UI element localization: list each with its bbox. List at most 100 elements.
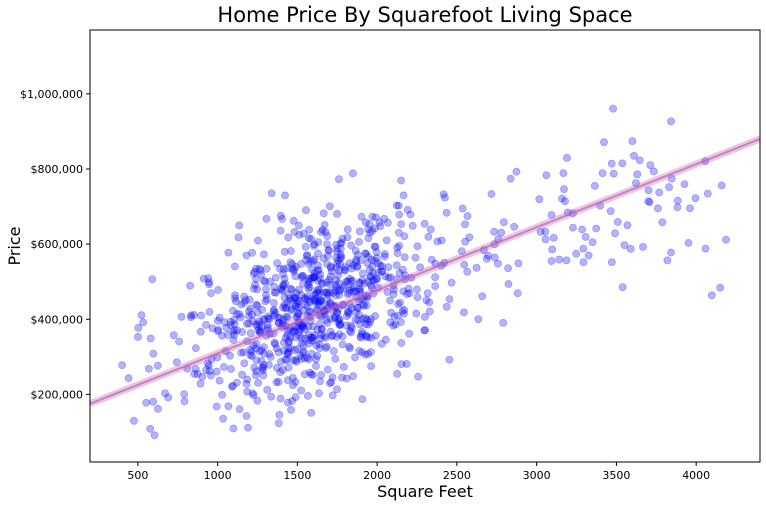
scatter-point (490, 227, 499, 236)
scatter-point (299, 323, 307, 332)
scatter-point (263, 385, 272, 394)
scatter-point (256, 266, 265, 275)
scatter-point (416, 263, 424, 272)
scatter-point (484, 251, 492, 260)
scatter-point (279, 280, 288, 289)
scatter-point (609, 169, 618, 178)
scatter-point (333, 309, 342, 317)
scatter-point (218, 331, 226, 340)
scatter-point (314, 285, 323, 294)
scatter-point (276, 211, 285, 220)
scatter-point (218, 390, 226, 399)
scatter-point (397, 220, 405, 228)
scatter-point (340, 266, 349, 275)
scatter-point (236, 313, 245, 322)
scatter-point (234, 233, 243, 242)
scatter-point (371, 213, 380, 222)
scatter-point (252, 300, 261, 309)
scatter-point (297, 386, 306, 395)
scatter-point (246, 329, 255, 338)
scatter-point (139, 318, 148, 327)
scatter-point (314, 297, 323, 306)
scatter-point (226, 321, 235, 329)
scatter-point (499, 318, 508, 327)
scatter-point (618, 283, 627, 292)
scatter-point (232, 297, 240, 306)
scatter-point (304, 259, 313, 268)
scatter-point (362, 301, 371, 310)
scatter-point (336, 320, 345, 328)
scatter-point (292, 313, 300, 322)
scatter-point (356, 333, 365, 342)
scatter-point (297, 273, 306, 282)
scatter-point (510, 222, 519, 231)
scatter-point (293, 323, 302, 331)
scatter-point (261, 277, 269, 286)
scatter-point (353, 262, 361, 271)
scatter-point (390, 285, 398, 294)
scatter-point (284, 363, 293, 372)
scatter-point (313, 249, 322, 258)
scatter-point (280, 300, 289, 309)
scatter-point (319, 254, 328, 263)
scatter-point (611, 229, 619, 238)
scatter-point (408, 221, 417, 230)
scatter-point (707, 291, 716, 300)
scatter-point (191, 364, 200, 373)
scatter-point (294, 309, 302, 318)
scatter-point (374, 259, 382, 268)
scatter-point (421, 326, 429, 335)
scatter-point (233, 326, 241, 335)
scatter-point (283, 298, 292, 307)
scatter-point (633, 170, 642, 179)
scatter-point (333, 209, 341, 218)
scatter-point (247, 347, 256, 356)
scatter-point (274, 313, 283, 322)
scatter-point (230, 320, 239, 329)
scatter-point (607, 258, 616, 267)
scatter-point (338, 373, 346, 382)
x-tick-label: 1000 (204, 469, 232, 482)
scatter-point (283, 331, 292, 340)
scatter-point (317, 279, 326, 287)
scatter-point (228, 382, 236, 391)
scatter-point (290, 265, 299, 273)
scatter-point (148, 275, 157, 284)
scatter-point (542, 171, 551, 180)
scatter-point (288, 381, 297, 390)
scatter-point (291, 378, 300, 386)
scatter-point (340, 281, 349, 290)
scatter-point (224, 402, 233, 411)
scatter-point (626, 244, 635, 253)
scatter-point (333, 385, 341, 394)
scatter-point (274, 348, 283, 357)
scatter-point (364, 333, 373, 342)
scatter-point (257, 270, 266, 279)
scatter-point (394, 300, 402, 308)
scatter-point (287, 304, 296, 313)
scatter-point (290, 293, 299, 301)
scatter-point (303, 292, 312, 301)
scatter-point (317, 297, 325, 306)
scatter-point (400, 305, 409, 314)
scatter-point (229, 336, 238, 344)
scatter-point (264, 312, 272, 321)
scatter-point (303, 391, 312, 400)
scatter-point (283, 376, 292, 384)
scatter-point (308, 336, 317, 345)
scatter-point (275, 264, 284, 273)
scatter-point (301, 242, 310, 251)
scatter-point (310, 240, 319, 249)
scatter-point (289, 216, 298, 225)
x-axis-label: Square Feet (377, 482, 473, 501)
x-tick-label: 500 (127, 469, 148, 482)
scatter-point (206, 371, 215, 380)
scatter-point (304, 355, 313, 364)
scatter-point (323, 260, 331, 268)
scatter-point (423, 289, 432, 298)
scatter-point (326, 300, 334, 308)
scatter-point (307, 349, 316, 358)
scatter-point (412, 285, 421, 294)
scatter-point (420, 312, 429, 321)
scatter-point (343, 233, 352, 242)
